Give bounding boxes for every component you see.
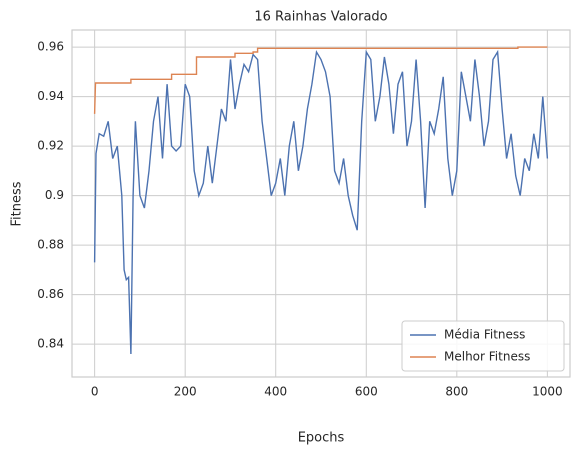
x-tick-label: 600 [355,385,378,399]
series-line [93,49,549,355]
y-tick-label: 0.9 [45,188,64,202]
y-tick-label: 0.94 [37,89,64,103]
y-tick-label: 0.88 [37,238,64,252]
y-tick-label: 0.86 [37,287,64,301]
x-tick-label: 200 [174,385,197,399]
legend-label: Melhor Fitness [444,350,530,364]
legend-label: Média Fitness [444,328,525,342]
x-tick-label: 400 [264,385,287,399]
y-axis-label: Fitness [10,181,25,226]
series-line [93,46,548,114]
legend-box [401,320,565,372]
chart-title: 16 Rainhas Valorado [254,10,387,25]
x-axis-label: Epochs [298,431,345,446]
y-tick-label: 0.84 [37,337,64,351]
y-tick-label: 0.96 [37,40,64,54]
x-tick-label: 800 [445,385,468,399]
plot-frame [71,29,571,378]
x-tick-label: 1000 [532,385,563,399]
y-tick-label: 0.92 [37,139,64,153]
x-tick-label: 0 [91,385,99,399]
